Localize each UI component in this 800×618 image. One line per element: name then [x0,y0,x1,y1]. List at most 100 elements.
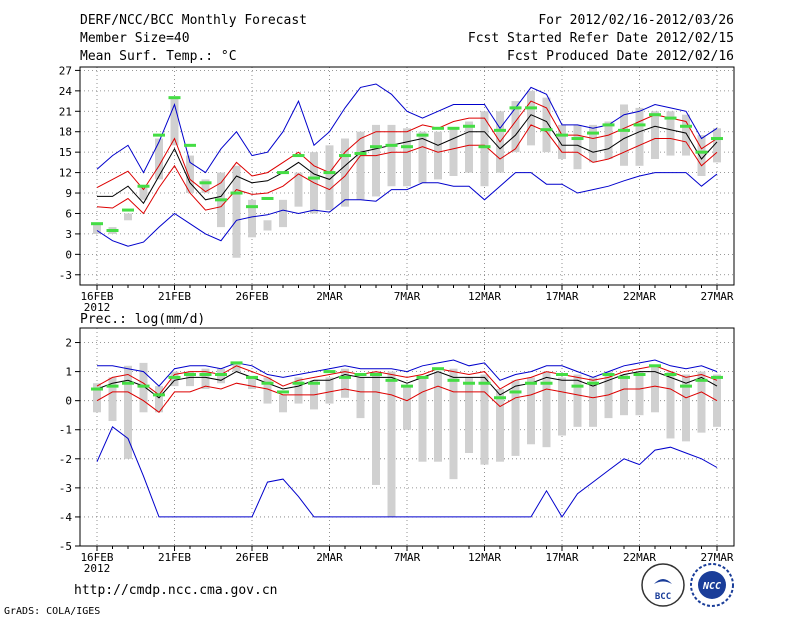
temp-ytick-label: 9 [65,187,72,200]
temp-range-bar [403,128,411,187]
temp-xtick-label: 22MAR [623,290,656,303]
precip-obs-marker [587,381,599,385]
temp-obs-marker [246,205,258,209]
temp-range-bar [263,220,272,231]
precip-obs-marker [401,384,413,388]
temp-obs-marker [509,106,522,110]
precip-obs-marker [308,381,320,385]
precip-year-label: 2012 [84,562,111,575]
precip-range-bar [635,371,644,416]
temp-obs-marker [168,96,181,100]
precip-obs-marker [680,384,692,388]
temp-range-bar [124,213,132,221]
precip-range-bar [387,371,396,517]
precip-range-bar [666,371,675,439]
precip-obs-marker [618,375,630,379]
precip-range-bar [651,365,659,413]
temp-xtick-label: 7MAR [394,290,421,303]
temp-xtick-label: 2MAR [316,290,343,303]
precip-range-bar [682,374,690,442]
precip-xtick-label: 22MAR [623,551,656,564]
temp-range-bar [418,131,427,183]
temp-range-bar [93,223,101,234]
temp-range-bar [465,121,473,173]
precip-obs-marker [184,373,196,377]
precip-range-bar [186,371,194,387]
precip-obs-marker [556,373,568,377]
temp-obs-marker [153,133,165,137]
precip-range-bar [248,377,256,390]
precip-mean-line [96,371,718,399]
temp-range-bar [697,135,706,176]
precip-obs-marker [432,367,444,371]
precip-range-bar [108,377,117,422]
precip-obs-marker [494,396,506,400]
temp-ytick-label: 18 [59,126,72,139]
temp-ytick-label: 15 [59,146,72,159]
precip-range-bar [465,377,473,453]
precip-xtick-label: 16FEB [80,551,113,564]
precip-obs-marker [540,381,553,385]
precip-obs-marker [277,390,289,394]
temp-range-bar [511,101,520,153]
temp-range-bar [201,179,210,194]
bcc-logo: BCC [641,563,685,607]
precip-range-bar [620,374,628,416]
temp-range-bar [527,90,535,146]
temp-obs-marker [664,116,677,120]
temp-range-bar [279,199,287,228]
precip-xtick-label: 17MAR [545,551,578,564]
temp-upper-line [96,100,718,193]
temp-obs-marker [339,154,351,158]
temperature-y-axis: -3 0 3 6 9 12 15 18 21 24 27 [59,64,80,282]
precip-range-bar [155,386,163,413]
precip-obs-marker [215,373,227,377]
temp-range-bar [248,199,256,238]
precip-obs-marker [354,373,367,377]
temp-xtick-label: 21FEB [158,290,191,303]
temp-min-line [96,172,718,247]
precip-xtick-label: 27MAR [700,551,733,564]
forecast-range: For 2012/02/16-2012/03/26 [538,13,734,28]
precip-obs-marker [385,378,398,382]
temp-range-bar [635,107,644,166]
variable-label: Mean Surf. Temp.: °C [80,49,237,64]
temp-ytick-label: 12 [59,167,72,180]
temp-obs-marker [711,137,723,141]
temp-range-bar [558,124,566,159]
temp-obs-marker [478,145,491,149]
precip-xtick-label: 2MAR [316,551,343,564]
precip-title: Prec.: log(mm/d) [80,312,205,327]
precip-y-axis: -5 -4 -3 -2 -1 0 1 2 [59,337,80,553]
temp-obs-marker [556,133,568,137]
temp-obs-marker [230,191,243,195]
precip-ytick-label: -4 [59,511,73,524]
temp-obs-marker [370,145,382,149]
precip-grid [80,328,734,547]
precip-range-bar [325,377,334,404]
temp-obs-marker [401,145,413,149]
precip-obs-marker [339,375,351,379]
precip-range-bar [341,368,349,398]
temp-range-bar [449,128,458,176]
precip-ytick-label: -5 [59,540,72,553]
temperature-panel: -3 0 3 6 9 12 15 18 21 24 27 16FEB 21FEB 26FEB 2MAR 7M… [59,64,735,314]
precip-ytick-label: 0 [65,395,72,408]
bcc-logo-swoosh-blue [654,579,672,584]
precip-obs-marker [571,384,584,388]
temp-ytick-label: 6 [65,207,72,220]
precip-obs-marker [246,375,258,379]
temperature-lines [96,83,718,247]
grads-credit: GrADS: COLA/IGES [4,606,100,617]
footer-url[interactable]: http://cmdp.ncc.cma.gov.cn [74,583,278,598]
precip-obs-marker [711,375,723,379]
precip-range-bar [511,380,520,456]
temp-obs-marker [354,152,367,156]
temp-max-line [96,83,718,174]
precip-range-bar [403,386,411,430]
precip-range-bar [589,377,597,427]
precip-obs-marker [91,387,103,391]
temp-range-bar [186,155,194,194]
precip-range-bar [201,368,210,390]
precip-range-bar [434,371,442,462]
